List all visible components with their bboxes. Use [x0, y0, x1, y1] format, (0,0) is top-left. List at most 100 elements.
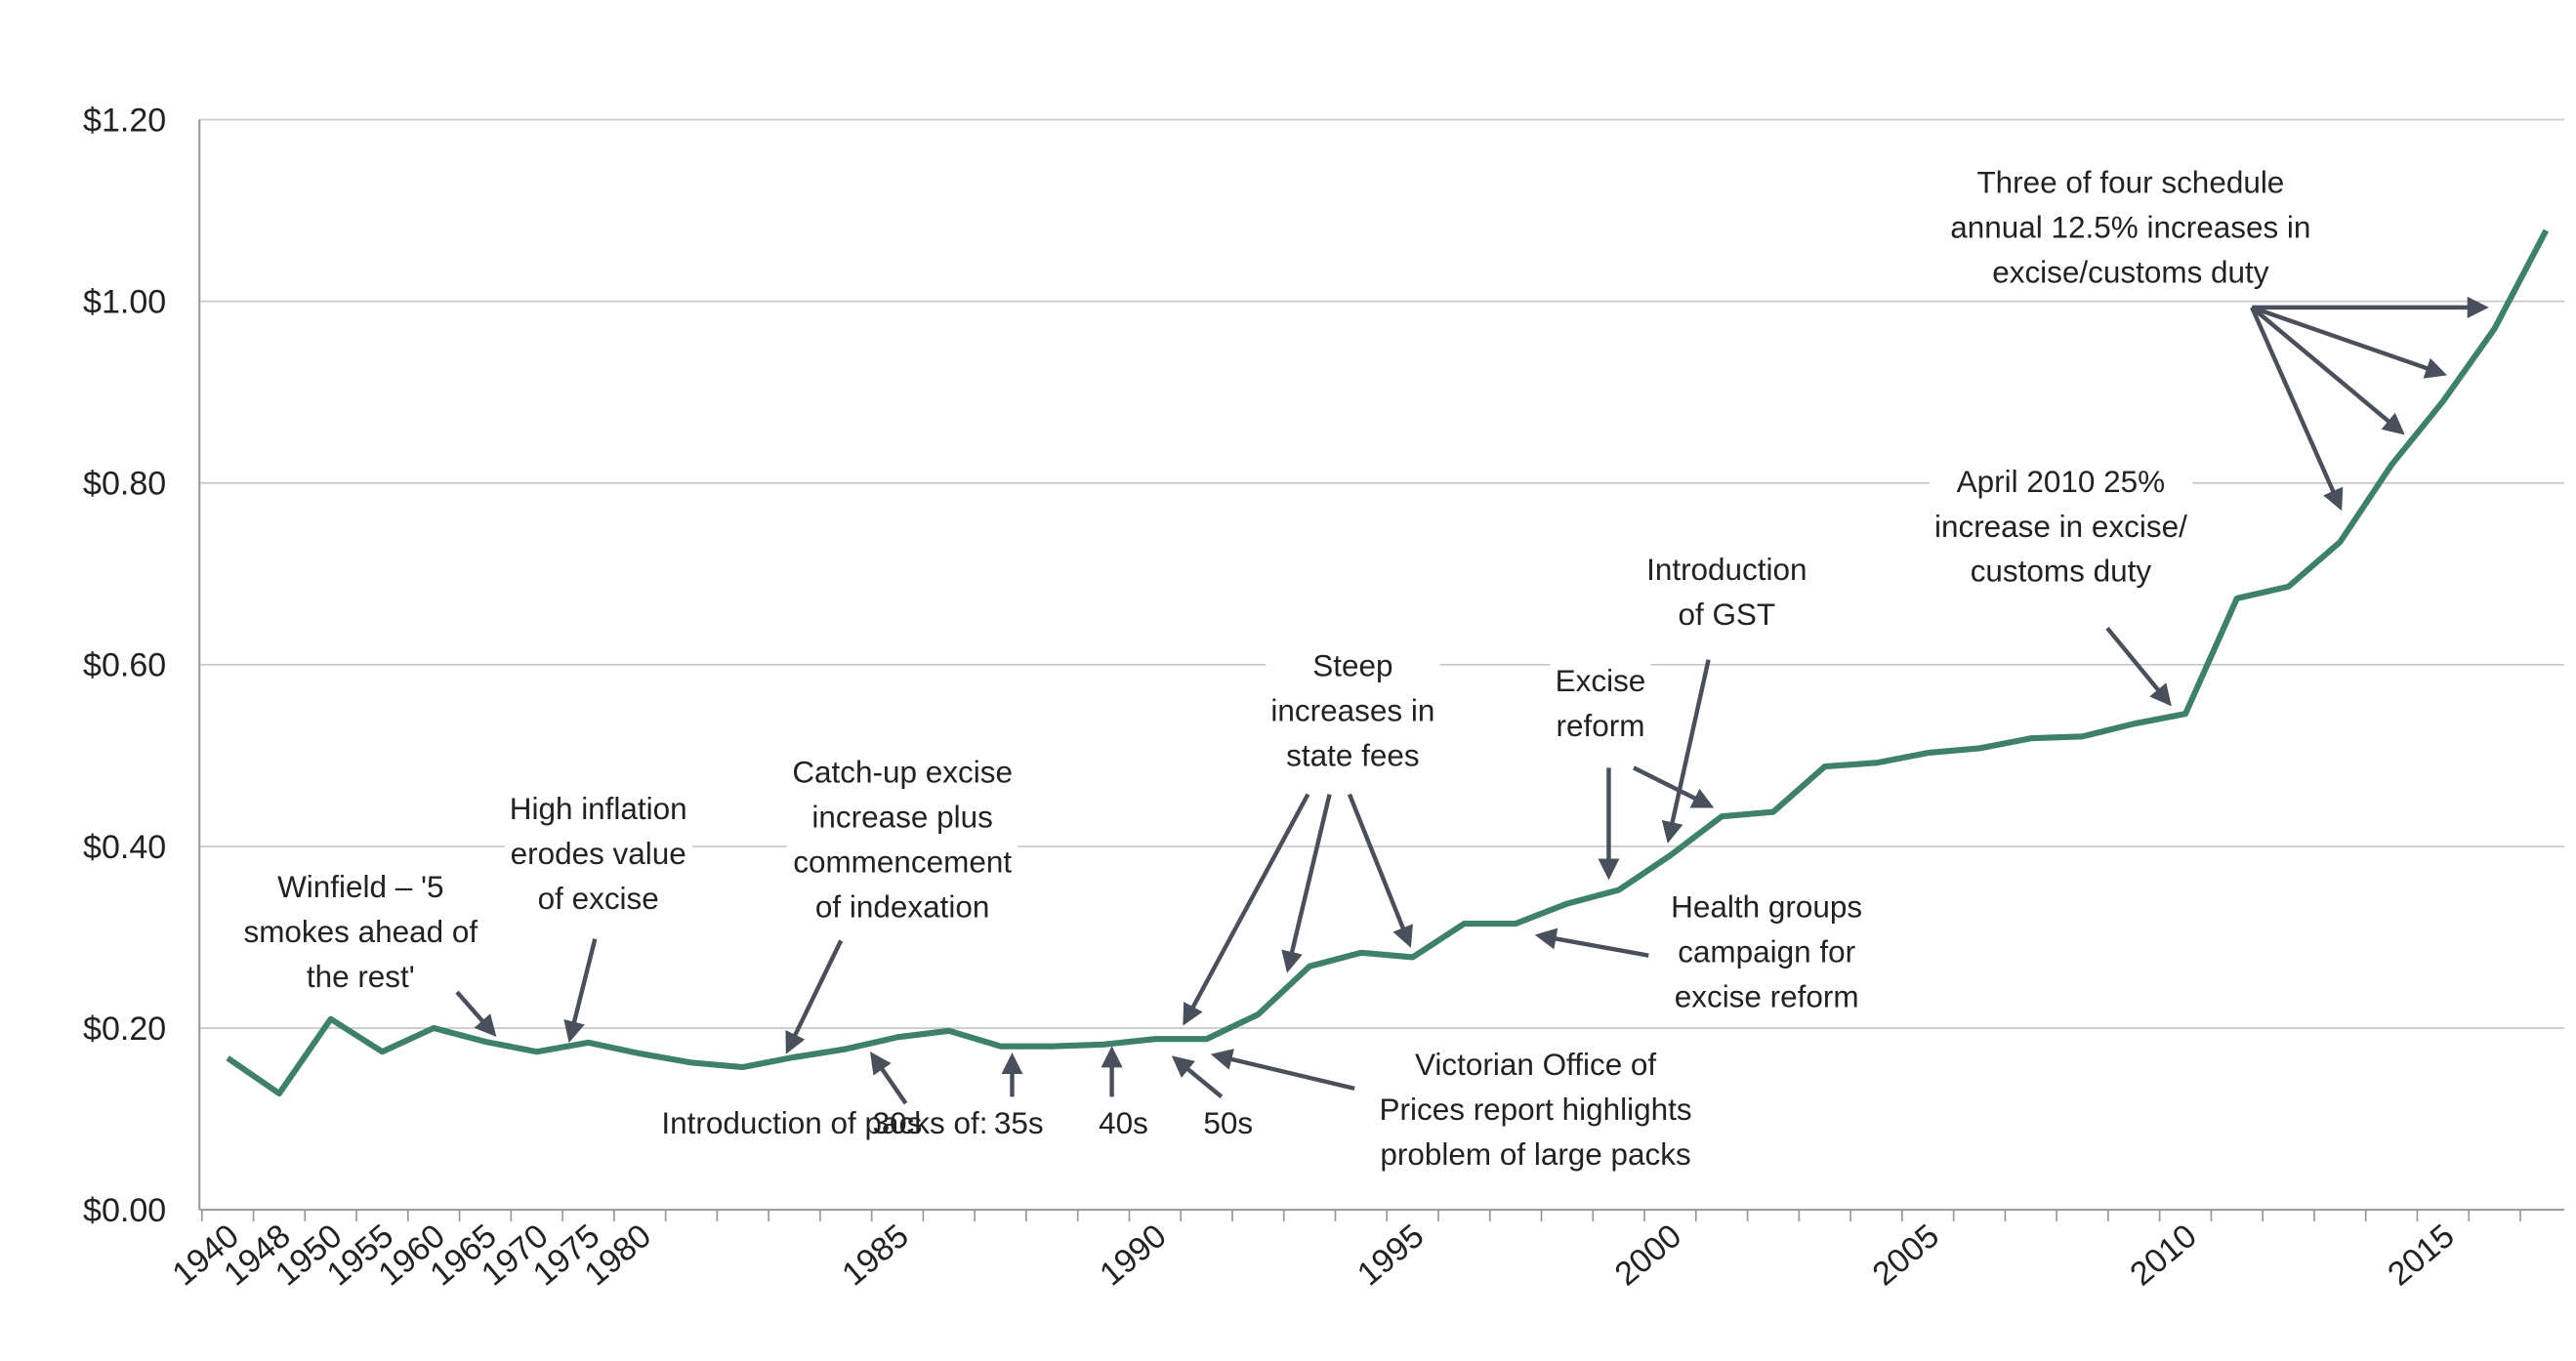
annotation-text: increases in	[1270, 694, 1434, 728]
annotation: 50s	[1203, 1106, 1253, 1140]
annotation-background	[787, 752, 1018, 928]
x-tick-label: 2000	[1608, 1217, 1688, 1294]
annotation-text: of GST	[1678, 598, 1775, 632]
annotation-text: commencement	[793, 845, 1012, 880]
annotation-text: Health groups	[1671, 890, 1862, 925]
annotation-background	[1929, 461, 2193, 593]
annotation: Excise reform	[1556, 664, 1646, 743]
x-tick-label: 1990	[1093, 1217, 1173, 1294]
annotation-text: Catch-up excise	[792, 756, 1013, 790]
arrow	[1661, 659, 1711, 844]
annotation-text: annual 12.5% increases in	[1950, 210, 2310, 244]
arrow	[2250, 306, 2405, 435]
annotation-text: Introduction	[1646, 553, 1807, 587]
annotation-text: smokes ahead of	[243, 915, 478, 949]
y-tick-label: $1.20	[83, 102, 166, 139]
plot	[226, 228, 2550, 1097]
arrow	[563, 938, 598, 1044]
annotation: 35s	[994, 1106, 1044, 1140]
annotation-arrows	[455, 296, 2489, 1105]
annotation-text: Winfield – '5	[277, 870, 443, 904]
annotation-background	[1266, 645, 1440, 777]
annotation: Catch-up excise increase plus commencement…	[792, 756, 1013, 925]
annotation: April 2010 25% increase in excise/customs…	[1934, 465, 2187, 589]
arrow	[785, 939, 844, 1054]
arrow	[870, 1052, 908, 1105]
annotation-backgrounds	[238, 162, 2316, 1175]
x-tick-label: 2010	[2123, 1217, 2203, 1294]
annotation-background	[1666, 887, 1868, 1017]
annotation-text: of excise	[538, 882, 659, 916]
annotation-text: Victorian Office of	[1415, 1048, 1656, 1082]
annotation-text: 35s	[994, 1106, 1044, 1140]
arrow	[2105, 626, 2172, 707]
annotation: Winfield – '5 smokes ahead of the rest'	[243, 870, 478, 994]
annotation-text: Steep	[1312, 649, 1392, 683]
y-tick-label: $1.00	[83, 284, 166, 321]
annotation-background	[238, 866, 483, 998]
annotation-text: increase in excise/	[1934, 510, 2187, 544]
annotation: Introduction of GST	[1646, 553, 1807, 632]
annotation-text: High inflation	[510, 792, 687, 826]
arrow	[1347, 793, 1413, 948]
annotation-text: 40s	[1099, 1106, 1148, 1140]
annotation-text: the rest'	[307, 960, 415, 994]
annotation-background	[988, 1102, 1049, 1144]
annotation-background	[1198, 1102, 1259, 1144]
annotation: Health groups campaign for excise reform	[1671, 890, 1862, 1014]
annotation-text: April 2010 25%	[1957, 465, 2165, 499]
arrow	[1183, 793, 1310, 1026]
annotation-text: Excise	[1556, 664, 1646, 698]
annotation-text: of indexation	[815, 890, 989, 925]
annotation-background	[504, 788, 692, 920]
annotation-background	[867, 1102, 928, 1144]
annotation-text: 50s	[1203, 1106, 1253, 1140]
annotation-background	[1550, 660, 1651, 747]
annotation: High inflation erodes value of excise	[510, 792, 687, 916]
x-tick-label: 1985	[835, 1217, 915, 1294]
annotation: 40s	[1099, 1106, 1148, 1140]
annotation-text: excise reform	[1675, 979, 1859, 1013]
annotation-text: Prices report highlights	[1380, 1093, 1692, 1127]
arrow	[1534, 928, 1649, 958]
annotation-background	[1945, 162, 2316, 293]
arrow	[455, 990, 497, 1038]
arrow	[1171, 1055, 1224, 1099]
arrow	[1210, 1049, 1355, 1092]
annotation-background	[656, 1102, 993, 1144]
annotation-background	[1641, 549, 1812, 636]
annotation-text: state fees	[1286, 739, 1419, 773]
annotation: 30s	[873, 1106, 923, 1140]
annotation: Victorian Office of Prices report highlig…	[1380, 1048, 1692, 1172]
y-tick-label: $0.20	[83, 1010, 166, 1048]
annotation-text: Three of four schedule	[1976, 165, 2284, 199]
arrow	[2250, 306, 2344, 512]
arrow	[2251, 305, 2448, 379]
annotation-text: erodes value	[511, 837, 686, 871]
annotation-text: Introduction of packs of:	[661, 1106, 987, 1140]
y-tick-label: $0.00	[83, 1192, 166, 1229]
y-tick-label: $0.40	[83, 829, 166, 866]
x-tick-label: 2015	[2381, 1217, 2461, 1294]
annotation-text: customs duty	[1971, 555, 2152, 589]
annotation-text: problem of large packs	[1380, 1137, 1690, 1172]
annotation: Steep increases in state fees	[1270, 649, 1434, 773]
arrow	[1633, 765, 1715, 808]
x-tick-label: 1995	[1350, 1217, 1431, 1294]
annotation-text: excise/customs duty	[1992, 255, 2269, 289]
line-series	[226, 228, 2550, 1097]
annotation: Three of four schedule annual 12.5% incre…	[1950, 165, 2310, 289]
y-tick-label: $0.80	[83, 466, 166, 503]
annotation-background	[1094, 1102, 1153, 1144]
annotation-text: increase plus	[811, 801, 992, 835]
annotation-text: reform	[1557, 709, 1645, 743]
annotation-background	[1374, 1044, 1697, 1175]
annotation-text: campaign for	[1678, 935, 1855, 969]
y-tick-label: $0.60	[83, 647, 166, 684]
arrow	[1281, 794, 1332, 973]
annotation-text: 30s	[873, 1106, 923, 1140]
annotation: Introduction of packs of:	[661, 1106, 987, 1140]
x-tick-label: 2005	[1866, 1217, 1946, 1294]
